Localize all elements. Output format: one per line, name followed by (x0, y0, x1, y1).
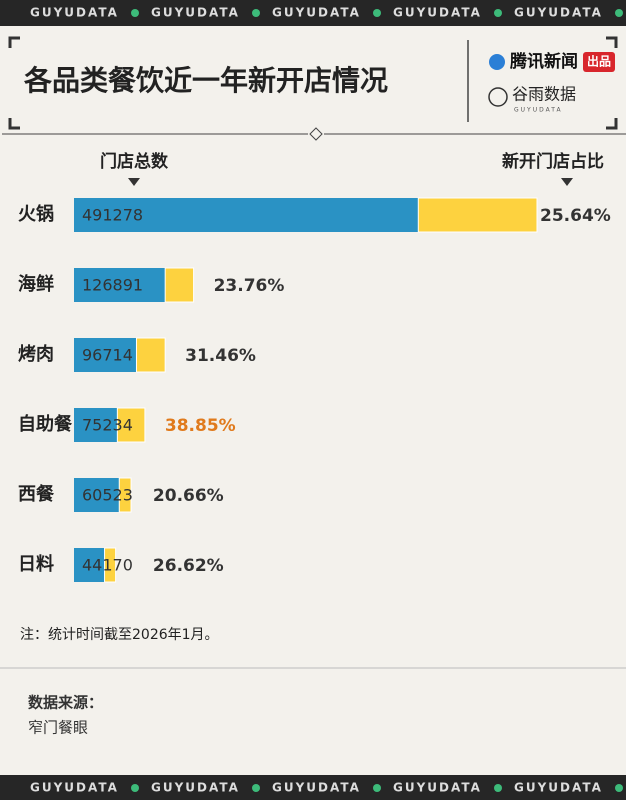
banner-text: GUYUDATA (514, 6, 603, 20)
banner-text: GUYUDATA (393, 6, 482, 20)
logo2-icon (488, 87, 508, 107)
bar-share (164, 267, 195, 303)
logo1: 腾讯新闻 (510, 51, 578, 72)
banner-dot (252, 9, 260, 17)
category-label: 烤肉 (18, 343, 54, 365)
banner-dot (494, 784, 502, 792)
footnote: 注：统计时间截至2026年1月。 (20, 627, 219, 643)
banner-text: GUYUDATA (514, 781, 603, 795)
share-label: 38.85% (165, 416, 236, 436)
logo1-tag-bg (583, 52, 615, 72)
arrow (128, 178, 140, 186)
banner-dot (373, 9, 381, 17)
value-label: 96714 (82, 346, 133, 365)
value-label: 126891 (82, 276, 143, 295)
series-label: 门店总数 (100, 151, 169, 172)
banner-dot (373, 784, 381, 792)
share-label: 26.62% (153, 556, 224, 576)
share-label: 23.76% (214, 276, 285, 296)
bar-share (104, 547, 117, 583)
value-label: 60523 (82, 486, 133, 505)
top-banner (0, 0, 626, 26)
corner-marks (8, 36, 618, 130)
value-label: 75234 (82, 416, 133, 435)
value-label: 491278 (82, 206, 143, 225)
share-label: 20.66% (153, 486, 224, 506)
title: 各品类餐饮近一年新开店情况 (23, 64, 388, 97)
logo1-tag: 出品 (587, 54, 611, 69)
divider-diamond (309, 127, 323, 141)
banner-text: GUYUDATA (151, 781, 240, 795)
banner-dot (615, 9, 623, 17)
share-label: 31.46% (185, 346, 256, 366)
logo2-sub: GUYUDATA (514, 107, 563, 114)
banner-text: GUYUDATA (272, 6, 361, 20)
category-label: 日料 (18, 553, 54, 575)
category-label: 海鲜 (18, 273, 54, 295)
banner-dot (252, 784, 260, 792)
banner-dot (131, 784, 139, 792)
banner-text: GUYUDATA (393, 781, 482, 795)
arrow (561, 178, 573, 186)
bottom-banner (0, 775, 626, 800)
banner-text: GUYUDATA (272, 781, 361, 795)
bar-share (135, 337, 166, 373)
source: 窄门餐眼 (28, 719, 88, 737)
category-label: 西餐 (18, 483, 55, 505)
banner-text: GUYUDATA (151, 6, 240, 20)
banner-text: GUYUDATA (30, 6, 119, 20)
series-label: 新开门店占比 (502, 151, 604, 172)
banner-text: GUYUDATA (30, 781, 119, 795)
banner-dot (131, 9, 139, 17)
banner-dot (615, 784, 623, 792)
logo2: 谷雨数据 (512, 85, 576, 104)
logo-icon (489, 54, 505, 70)
bar-share (118, 477, 132, 513)
category-label: 自助餐 (18, 413, 73, 435)
banner-dot (494, 9, 502, 17)
category-label: 火锅 (18, 203, 54, 225)
value-label: 44170 (82, 556, 133, 575)
bar-share (417, 197, 538, 233)
share-label: 25.64% (540, 206, 611, 226)
bar-share (116, 407, 146, 443)
source-label: 数据来源： (28, 694, 103, 712)
